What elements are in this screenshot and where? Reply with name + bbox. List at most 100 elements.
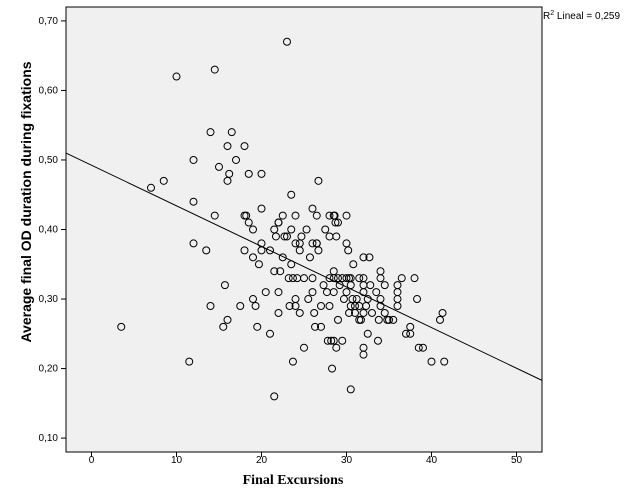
data-point [287, 190, 296, 199]
data-point [366, 281, 375, 290]
data-point [317, 301, 325, 310]
data-point [352, 295, 361, 304]
data-point [308, 239, 317, 248]
data-point [240, 246, 249, 255]
data-point [244, 218, 253, 227]
data-point [117, 322, 126, 331]
data-point [287, 225, 296, 234]
data-point [438, 308, 447, 317]
data-point [317, 322, 325, 331]
y-axis-label: Average final OD duration during fixatio… [18, 61, 34, 342]
data-point [219, 322, 228, 331]
data-point [348, 295, 357, 304]
data-point [304, 295, 313, 304]
data-point [300, 274, 308, 283]
data-point [295, 308, 304, 317]
data-point [436, 315, 444, 324]
data-point [314, 176, 323, 185]
y-tick-label: 0,70 [39, 16, 59, 27]
data-point [321, 225, 330, 234]
data-point [223, 142, 232, 151]
y-tick-label: 0,20 [39, 364, 59, 375]
data-point [261, 288, 270, 297]
data-point [413, 295, 422, 304]
y-tick-label: 0,50 [39, 155, 59, 166]
data-point [206, 128, 215, 137]
data-point [312, 211, 321, 220]
data-point [346, 385, 355, 394]
data-point [331, 218, 340, 227]
data-point [373, 336, 382, 345]
data-point [270, 267, 279, 276]
data-point [342, 274, 351, 283]
x-tick-label: 50 [511, 455, 523, 466]
data-point [223, 315, 232, 324]
data-point [380, 281, 389, 290]
data-point [380, 308, 389, 317]
data-point [349, 260, 358, 269]
data-point [427, 357, 436, 366]
data-point [297, 232, 306, 241]
data-point [189, 197, 198, 206]
data-point [374, 315, 383, 324]
data-point [159, 176, 168, 185]
data-point [280, 232, 289, 241]
data-point [189, 239, 198, 248]
data-point [397, 274, 406, 283]
data-points [117, 37, 449, 401]
data-point [295, 246, 304, 255]
data-point [329, 288, 338, 297]
r-squared-suffix: Lineal = 0,259 [554, 11, 620, 22]
axis-ticks: 0 10 20 30 40 50 0,10 0,20 0,30 0,40 0,50 0,60 0,70 [39, 16, 523, 466]
data-point [284, 274, 293, 283]
data-point [236, 301, 245, 310]
data-point [368, 308, 376, 317]
data-point [327, 336, 336, 345]
data-point [329, 336, 338, 345]
data-point [419, 343, 427, 352]
data-point [189, 155, 198, 164]
data-point [376, 301, 385, 310]
data-point [359, 350, 368, 359]
data-point [300, 343, 308, 352]
data-point [325, 211, 334, 220]
x-tick-label: 20 [256, 455, 268, 466]
data-point [270, 392, 279, 401]
r-squared-label: R2 Lineal = 0,259 [543, 10, 620, 22]
data-point [339, 295, 348, 304]
data-point [310, 308, 319, 317]
data-point [334, 315, 342, 324]
y-tick-label: 0,30 [39, 294, 59, 305]
data-point [393, 301, 402, 310]
data-point [351, 308, 359, 317]
data-point [308, 274, 317, 283]
y-tick-label: 0,10 [39, 433, 59, 444]
data-point [359, 253, 368, 262]
data-point [249, 295, 257, 304]
data-point [266, 246, 274, 255]
data-point [291, 301, 300, 310]
data-point [278, 253, 287, 262]
data-point [385, 315, 393, 324]
data-point [311, 322, 320, 331]
data-point [365, 253, 374, 262]
data-point [332, 343, 341, 352]
data-point [288, 274, 297, 283]
data-point [215, 162, 223, 171]
data-point [274, 288, 283, 297]
data-point [251, 301, 260, 310]
data-point [376, 274, 385, 283]
data-point [325, 274, 334, 283]
data-point [372, 288, 381, 297]
data-point [283, 37, 291, 46]
data-point [328, 364, 337, 373]
data-point [202, 246, 211, 255]
data-point [278, 211, 287, 220]
data-point [332, 232, 341, 241]
data-point [240, 142, 249, 151]
data-point [329, 274, 338, 283]
data-point [338, 336, 347, 345]
data-point [274, 218, 283, 227]
data-point [271, 232, 280, 241]
